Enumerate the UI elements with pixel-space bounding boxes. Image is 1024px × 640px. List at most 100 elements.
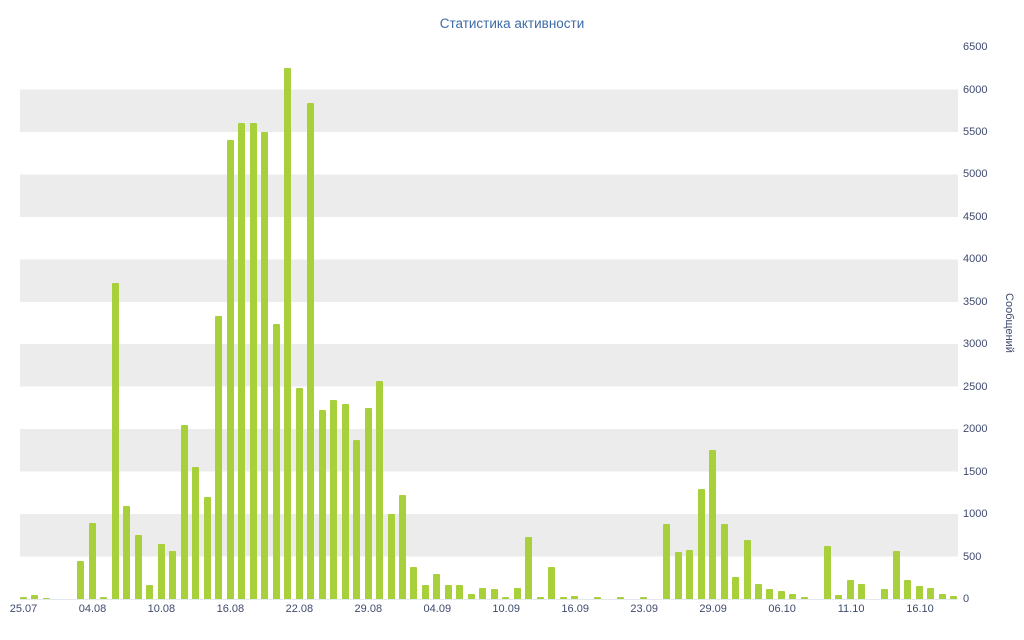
bar[interactable] <box>674 552 682 599</box>
y-axis-tick-label: 4500 <box>963 210 988 223</box>
y-axis-tick-label: 6000 <box>963 83 988 96</box>
bar[interactable] <box>410 566 418 599</box>
bar[interactable] <box>353 440 361 599</box>
bar[interactable] <box>226 140 234 599</box>
bar[interactable] <box>376 380 384 599</box>
x-axis-label: 16.08 <box>216 603 245 615</box>
x-axis-label: 10.08 <box>147 603 176 615</box>
bar[interactable] <box>823 546 831 599</box>
bar[interactable] <box>456 584 464 599</box>
x-axis-label: 11.10 <box>837 603 865 615</box>
bar[interactable] <box>789 593 797 599</box>
bar[interactable] <box>766 588 774 599</box>
bar[interactable] <box>134 535 142 599</box>
x-axis-label: 06.10 <box>768 603 796 615</box>
bar[interactable] <box>215 316 223 599</box>
bar[interactable] <box>146 584 154 599</box>
y-axis-tick-label: 6500 <box>963 41 988 53</box>
bar[interactable] <box>42 597 50 599</box>
bar[interactable] <box>261 131 269 599</box>
bar[interactable] <box>100 597 108 599</box>
bar[interactable] <box>330 400 338 599</box>
bar[interactable] <box>617 597 625 599</box>
bar[interactable] <box>686 549 694 599</box>
bar[interactable] <box>858 583 866 599</box>
bar[interactable] <box>444 585 452 599</box>
bar[interactable] <box>123 505 131 599</box>
bar[interactable] <box>640 596 648 599</box>
bar[interactable] <box>846 580 854 599</box>
bar[interactable] <box>295 388 303 599</box>
bar[interactable] <box>950 595 958 599</box>
y-axis-tick-label: 2000 <box>963 423 988 436</box>
bar[interactable] <box>571 595 579 599</box>
bar[interactable] <box>938 593 946 599</box>
bar[interactable] <box>421 584 429 599</box>
bar[interactable] <box>88 522 96 599</box>
y-axis-tick-label: 1000 <box>963 508 988 521</box>
bar[interactable] <box>835 594 843 599</box>
bar[interactable] <box>525 537 533 599</box>
x-axis-label: 04.08 <box>78 603 107 615</box>
bar[interactable] <box>709 450 717 599</box>
bar[interactable] <box>536 596 544 599</box>
bar[interactable] <box>479 588 487 599</box>
bar[interactable] <box>800 597 808 599</box>
bar[interactable] <box>559 596 567 599</box>
bar[interactable] <box>341 403 349 599</box>
x-axis-label: 04.09 <box>423 603 452 615</box>
chart-title: Статистика активности <box>439 16 585 31</box>
y-axis-tick-label: 5000 <box>963 168 988 181</box>
y-axis-tick-label: 3000 <box>963 338 988 351</box>
bar[interactable] <box>192 467 200 599</box>
bar[interactable] <box>238 123 246 599</box>
bar[interactable] <box>927 588 935 599</box>
bar[interactable] <box>755 583 762 599</box>
bar[interactable] <box>594 596 602 599</box>
x-axis-label: 22.08 <box>285 603 314 615</box>
bar[interactable] <box>203 497 211 599</box>
bar[interactable] <box>513 588 521 599</box>
x-axis-label: 29.09 <box>699 603 727 615</box>
bar[interactable] <box>364 407 372 599</box>
bar[interactable] <box>490 588 498 599</box>
x-axis-label: 10.09 <box>492 603 520 615</box>
x-axis-label: 25.07 <box>9 603 38 615</box>
y-axis-tick-label: 2500 <box>963 380 988 393</box>
bar[interactable] <box>663 524 671 599</box>
bar[interactable] <box>307 103 315 599</box>
x-axis: 25.07 04.08 10.08 16.08 22.08 29.08 04.09 10.09… <box>10 603 958 619</box>
bar[interactable] <box>743 539 751 599</box>
y-axis-tick-label: 3500 <box>963 295 988 308</box>
x-axis-label: 16.10 <box>906 603 934 615</box>
bar[interactable] <box>732 576 740 599</box>
bar[interactable] <box>318 409 326 599</box>
bar[interactable] <box>892 551 900 599</box>
bar[interactable] <box>777 590 785 599</box>
bar[interactable] <box>904 579 912 599</box>
bar[interactable] <box>548 566 556 599</box>
bar[interactable] <box>111 283 119 599</box>
y-axis-tick-label: 5500 <box>963 125 988 138</box>
bar[interactable] <box>881 588 889 599</box>
bar[interactable] <box>467 593 475 599</box>
bar[interactable] <box>169 551 177 599</box>
bar[interactable] <box>387 514 395 599</box>
bar[interactable] <box>398 494 406 599</box>
bar[interactable] <box>720 524 728 599</box>
bar[interactable] <box>697 488 705 599</box>
bar[interactable] <box>157 543 165 599</box>
bar[interactable] <box>502 596 510 599</box>
bar[interactable] <box>284 68 292 599</box>
x-axis-label: 16.09 <box>561 603 589 615</box>
bar[interactable] <box>31 595 39 599</box>
bar[interactable] <box>249 123 257 599</box>
y-axis-tick-label: 4000 <box>963 253 988 266</box>
bar[interactable] <box>433 573 441 599</box>
bar[interactable] <box>180 424 188 599</box>
bar[interactable] <box>272 323 280 599</box>
bar[interactable] <box>915 586 923 599</box>
bar[interactable] <box>77 560 85 599</box>
bar[interactable] <box>20 596 27 599</box>
